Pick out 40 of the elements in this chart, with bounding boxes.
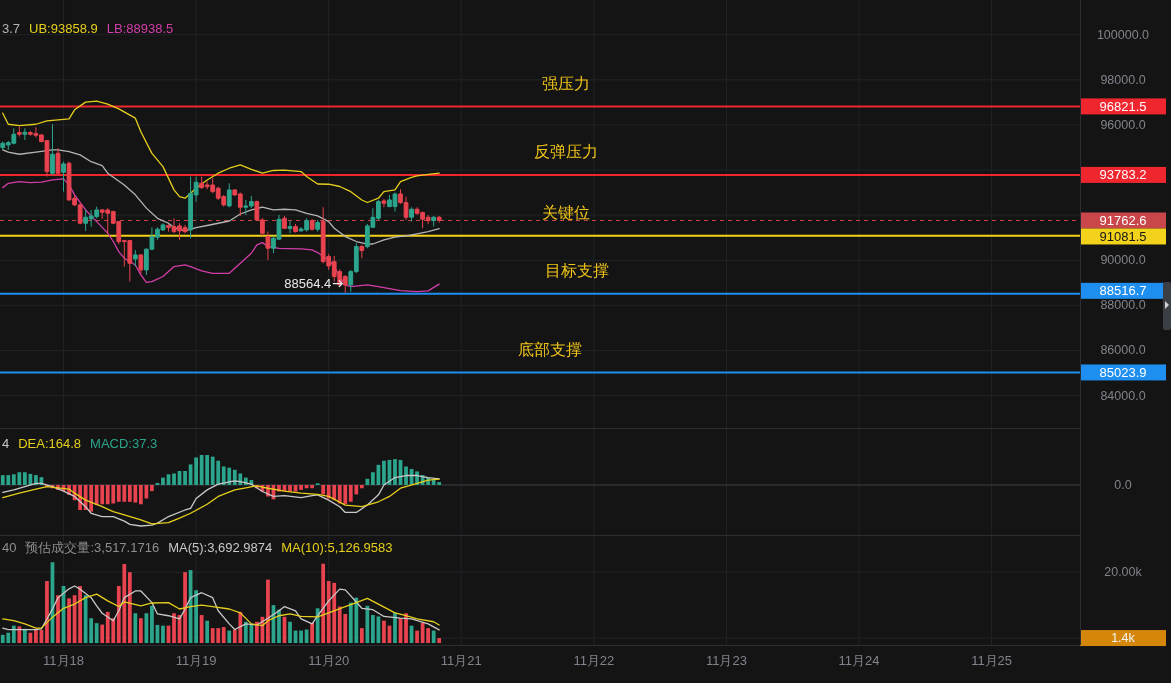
text: UB:93858.9 xyxy=(29,20,98,36)
annotation: 40 xyxy=(2,539,17,555)
y-tick-label: 100000.0 xyxy=(1096,27,1150,42)
x-tick-label: 11月25 xyxy=(971,652,1013,668)
text: MA(10):5,126.9583 xyxy=(281,539,393,555)
annotation: 底部支撑 xyxy=(517,340,582,358)
ref-line-label: 93783.2 xyxy=(1099,167,1147,183)
ref-line-label: 88516.7 xyxy=(1099,283,1147,299)
y-tick-label: 90000.0 xyxy=(1100,253,1146,268)
y-tick-label: 98000.0 xyxy=(1100,72,1146,87)
annotation: 强压力 xyxy=(542,74,591,92)
y-tick-label: 88000.0 xyxy=(1100,298,1146,313)
ref-line-label: 91081.5 xyxy=(1099,228,1147,244)
annotation: 反弹压力 xyxy=(534,143,599,161)
y-tick-label: 96000.0 xyxy=(1100,117,1146,132)
text: 3.7 xyxy=(2,20,21,36)
x-tick-label: 11月20 xyxy=(308,652,350,668)
text: MA(5):3,692.9874 xyxy=(168,539,273,555)
text: 0.0 xyxy=(1114,477,1132,492)
y-tick-label: 84000.0 xyxy=(1100,388,1146,403)
ref-line-label: 96821.5 xyxy=(1099,98,1147,114)
x-tick-label: 11月23 xyxy=(705,652,747,668)
text: DEA:164.8 xyxy=(18,435,82,451)
text: 4 xyxy=(2,435,10,451)
y-tick-label: 86000.0 xyxy=(1100,343,1146,358)
annotation: 预估成交量:3,517.1716 xyxy=(25,539,160,555)
ref-line-label: 85023.9 xyxy=(1099,364,1147,380)
annotation: 关键位 xyxy=(542,204,591,222)
x-tick-label: 11月18 xyxy=(43,652,85,668)
x-tick-label: 11月22 xyxy=(573,652,615,668)
y-tick-label: 1.4k xyxy=(1111,631,1136,646)
text: LB:88938.5 xyxy=(106,20,174,36)
series-label: MACD:37.3 xyxy=(90,435,158,451)
x-tick-label: 11月21 xyxy=(440,652,482,668)
x-tick-label: 11月19 xyxy=(175,652,217,668)
ref-line-label: 91762.6 xyxy=(1099,212,1147,228)
y-tick-label: 20.00k xyxy=(1104,565,1143,580)
annotation: 目标支撑 xyxy=(545,262,610,280)
x-tick-label: 11月24 xyxy=(838,652,880,668)
annotation: 88564.4 xyxy=(284,276,332,292)
